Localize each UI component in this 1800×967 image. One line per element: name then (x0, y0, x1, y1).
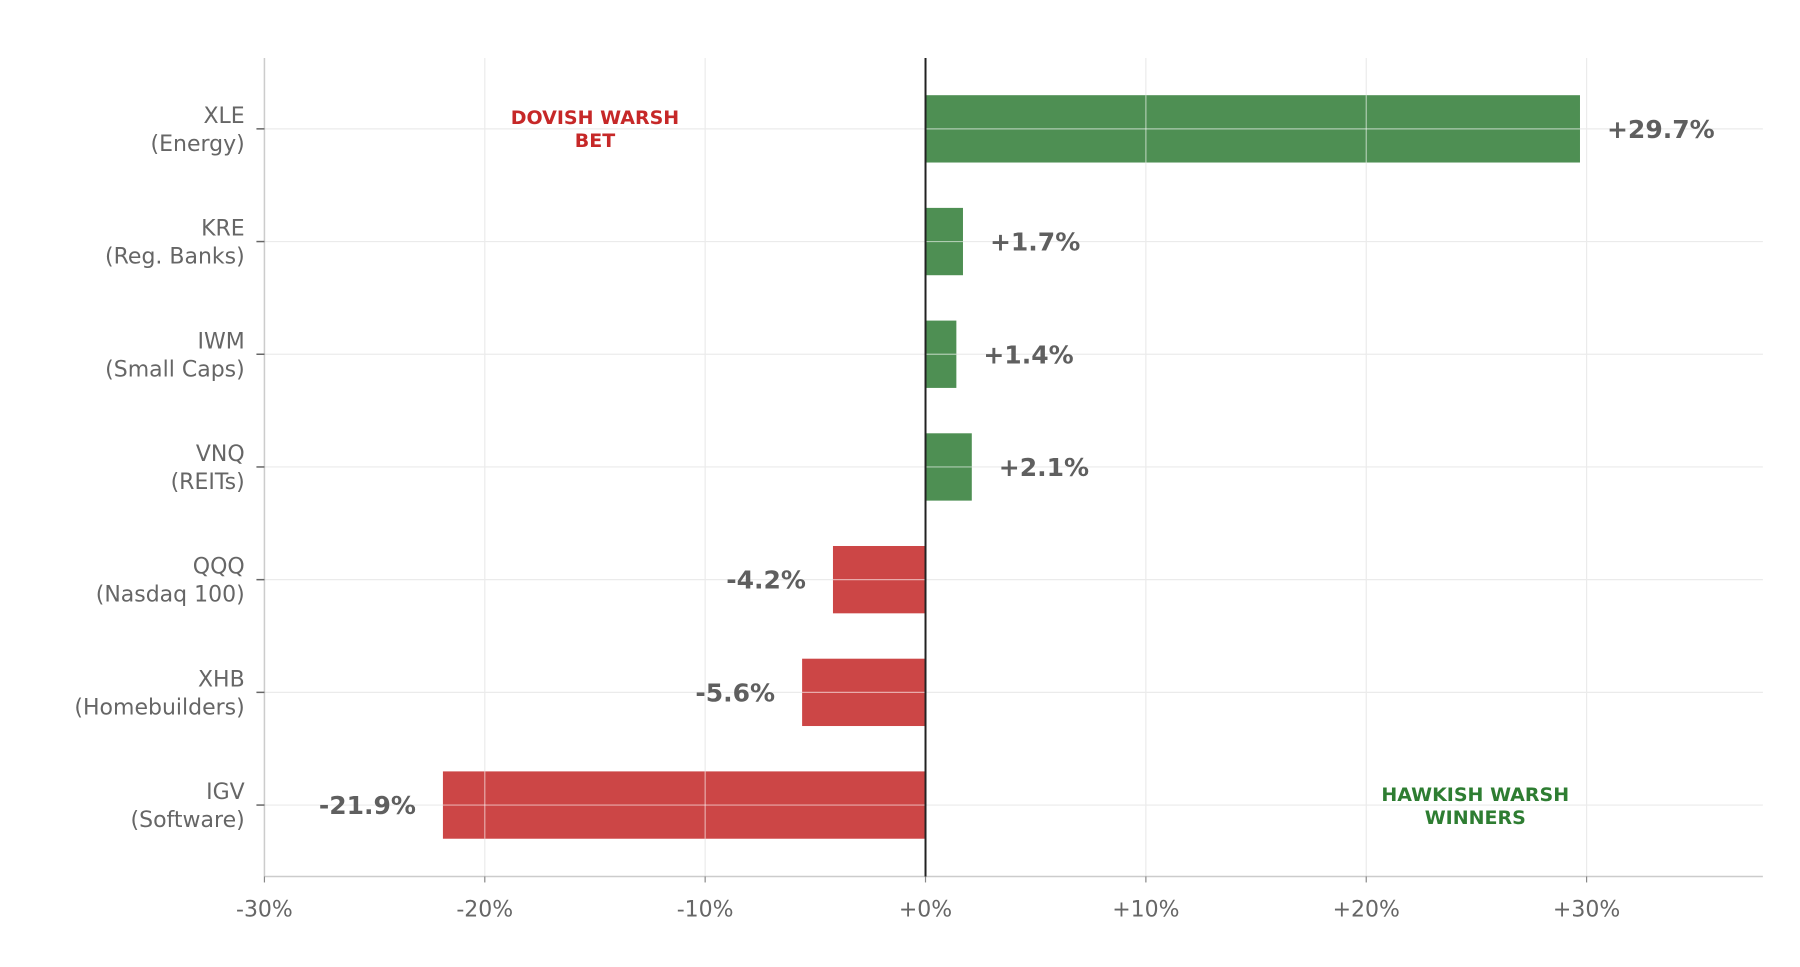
axes (256, 58, 1763, 883)
category-label-qqq: QQQ (Nasdaq 100) (96, 555, 245, 608)
dovish-annotation: DOVISH WARSH BET (511, 107, 679, 152)
ticker-label: QQQ (193, 555, 245, 580)
bars (442, 95, 1580, 839)
annotation-line: HAWKISH WARSH (1381, 784, 1569, 806)
annotation-line: DOVISH WARSH (511, 107, 679, 129)
x-tick-label: +10% (1112, 897, 1179, 922)
x-tick-label: -30% (236, 897, 293, 922)
annotation-line: WINNERS (1425, 807, 1526, 829)
ticker-label: IWM (197, 329, 244, 354)
sector-label: (Nasdaq 100) (96, 583, 245, 608)
x-tick-label: -20% (456, 897, 513, 922)
x-tick-label: -10% (677, 897, 734, 922)
sector-label: (Software) (131, 808, 245, 833)
value-label-qqq: -4.2% (726, 566, 806, 595)
sector-label: (REITs) (171, 470, 245, 495)
annotation-line: BET (575, 130, 615, 152)
value-label-xhb: -5.6% (695, 678, 775, 707)
x-tick-label: +30% (1553, 897, 1620, 922)
category-label-vnq: VNQ (REITs) (171, 442, 245, 495)
category-label-igv: IGV (Software) (131, 780, 245, 833)
category-label-iwm: IWM (Small Caps) (105, 329, 245, 382)
value-label-iwm: +1.4% (983, 340, 1073, 369)
ticker-label: XHB (198, 667, 245, 692)
category-label-xle: XLE (Energy) (151, 104, 245, 157)
ticker-label: KRE (201, 217, 245, 242)
value-label-xle: +29.7% (1607, 115, 1715, 144)
value-label-igv: -21.9% (319, 791, 416, 820)
sector-label: (Reg. Banks) (105, 245, 245, 270)
sector-label: (Homebuilders) (74, 695, 244, 720)
value-label-kre: +1.7% (990, 228, 1080, 257)
category-label-xhb: XHB (Homebuilders) (74, 667, 244, 720)
hawkish-annotation: HAWKISH WARSH WINNERS (1381, 784, 1569, 829)
category-label-kre: KRE (Reg. Banks) (105, 217, 245, 270)
sector-label: (Energy) (151, 132, 245, 157)
labels: -30% -20% -10% +0% +10% +20% +30% XLE (Energy) KR… (74, 104, 1714, 923)
ticker-label: XLE (203, 104, 244, 129)
annotations: DOVISH WARSH BET HAWKISH WARSH WINNERS (511, 107, 1569, 829)
x-tick-label: +0% (899, 897, 952, 922)
sector-label: (Small Caps) (105, 357, 245, 382)
ticker-label: IGV (206, 780, 245, 805)
ticker-label: VNQ (196, 442, 245, 467)
x-tick-label: +20% (1333, 897, 1400, 922)
grid-lines (263, 58, 1763, 877)
value-label-vnq: +2.1% (999, 453, 1089, 482)
